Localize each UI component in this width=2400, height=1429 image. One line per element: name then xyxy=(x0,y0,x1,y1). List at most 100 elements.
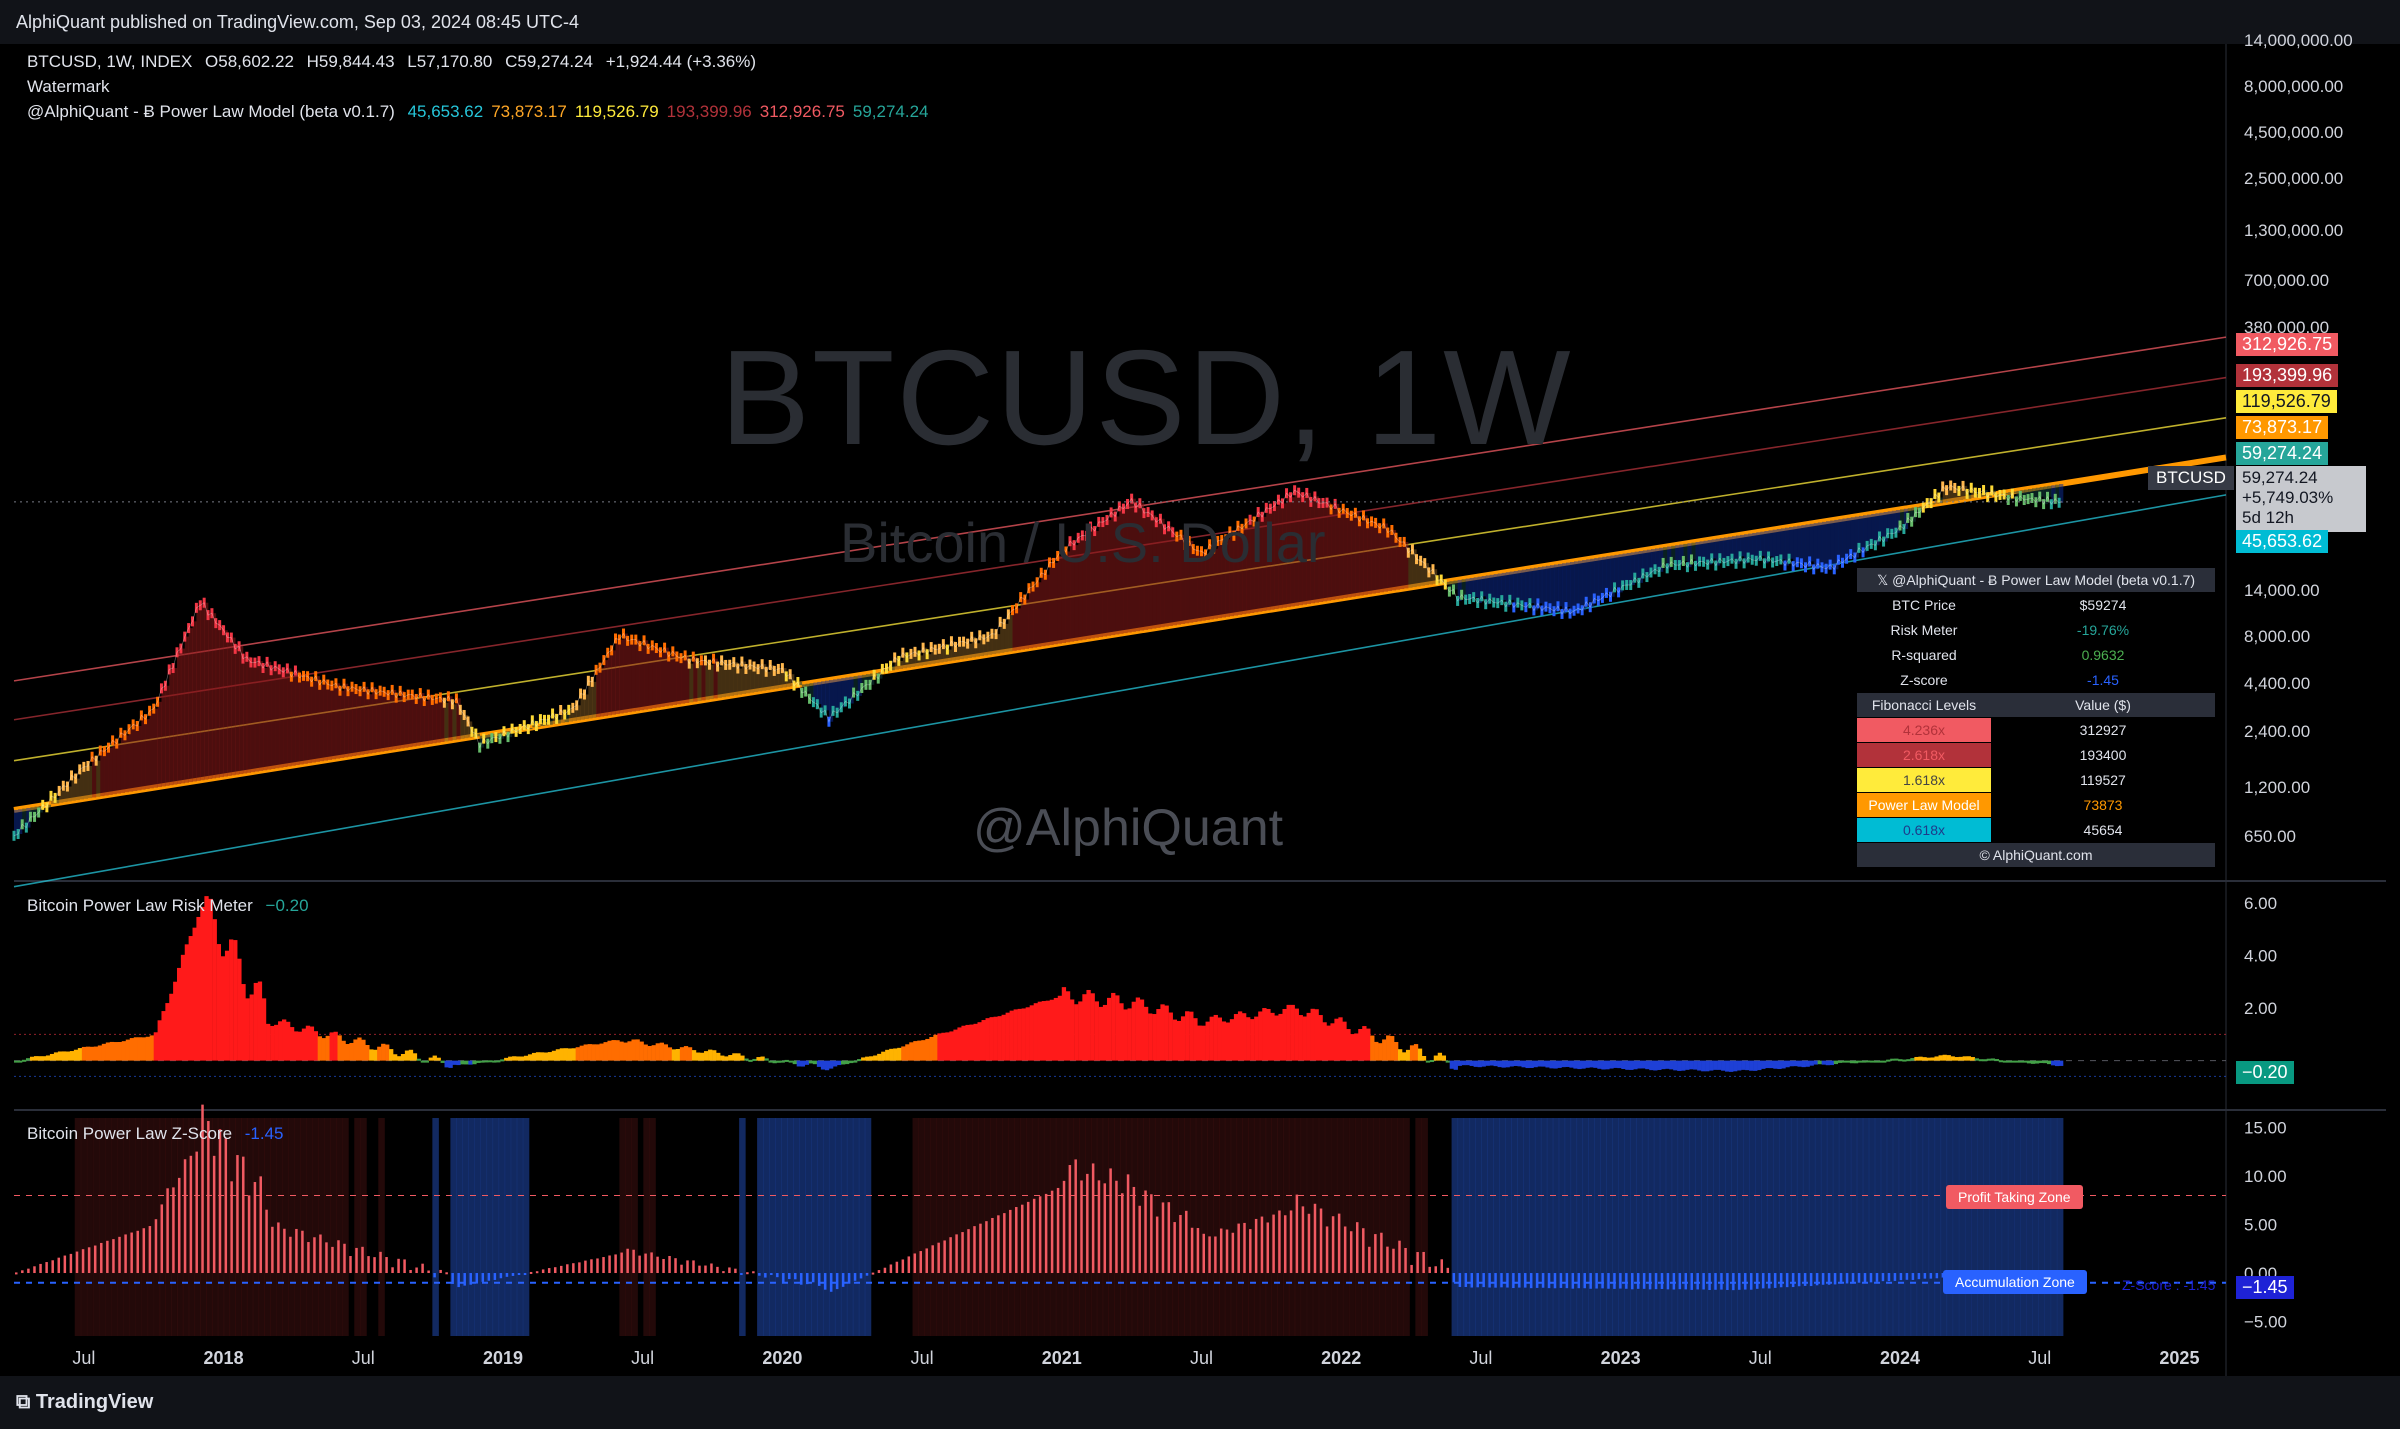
risk-bar xyxy=(2026,1060,2032,1064)
fill-segment xyxy=(295,670,300,766)
zscore-bar xyxy=(1319,1208,1323,1274)
fill-segment xyxy=(1094,531,1099,638)
zone-background xyxy=(1493,1118,1500,1336)
fill-segment xyxy=(1318,503,1324,602)
risk-bar xyxy=(728,1055,733,1061)
risk-bar xyxy=(740,1055,745,1061)
price-line xyxy=(13,485,2064,837)
zscore-bar xyxy=(1132,1186,1136,1274)
fill-segment xyxy=(1879,512,1884,537)
risk-bar xyxy=(752,1058,757,1061)
fill-segment xyxy=(1707,540,1712,565)
fill-segment xyxy=(1854,516,1860,558)
fill-segment xyxy=(894,657,899,670)
tv-brand-text: TradingView xyxy=(35,1391,154,1413)
time-axis-label: Jul xyxy=(2028,1348,2051,1368)
indicator-value: 119,526.79 xyxy=(574,102,659,121)
zone-background xyxy=(912,1118,920,1336)
risk-bar xyxy=(599,1043,604,1061)
zscore-bar xyxy=(57,1257,61,1274)
risk-bar xyxy=(861,1057,866,1061)
watermark-indicator-label[interactable]: Watermark xyxy=(27,77,110,96)
fill-segment xyxy=(1074,545,1079,642)
risk-bar xyxy=(1513,1060,1518,1066)
zone-background xyxy=(1737,1118,1744,1336)
fill-segment xyxy=(271,670,276,769)
risk-bar xyxy=(933,1034,938,1061)
fill-segment xyxy=(733,662,738,696)
risk-bar xyxy=(623,1042,628,1061)
risk-bar xyxy=(1461,1060,1466,1066)
risk-bar xyxy=(65,1051,71,1061)
zone-background xyxy=(1892,1118,1900,1336)
risk-bar xyxy=(885,1049,890,1061)
risk-bar xyxy=(137,1037,143,1061)
zscore-bar xyxy=(979,1223,982,1274)
zscore-bar xyxy=(1494,1273,1497,1288)
zscore-bar xyxy=(1155,1216,1159,1274)
fill-segment xyxy=(499,732,505,739)
fill-segment xyxy=(311,681,316,763)
zscore-bar xyxy=(463,1273,466,1286)
zscore-bar xyxy=(1642,1273,1646,1289)
fill-segment xyxy=(1000,621,1005,653)
zone-background xyxy=(1367,1118,1374,1336)
risk-bar xyxy=(357,1037,362,1061)
zone-background xyxy=(1348,1118,1356,1336)
indicator-legend[interactable]: @AlphiQuant - Ƀ Power Law Model (beta v0… xyxy=(27,102,937,122)
zscore-bar xyxy=(505,1273,509,1277)
risk-axis-label: 2.00 xyxy=(2244,999,2277,1018)
fill-segment xyxy=(611,650,616,715)
risk-bar xyxy=(1841,1060,1847,1063)
zscore-bar xyxy=(1524,1273,1527,1288)
fill-segment xyxy=(1561,563,1567,614)
zscore-bar xyxy=(698,1265,701,1274)
fill-segment xyxy=(853,676,858,693)
zscore-bar xyxy=(469,1273,472,1285)
risk-bar xyxy=(2046,1060,2052,1065)
fill-segment xyxy=(1416,559,1421,587)
fill-segment xyxy=(263,668,268,771)
zscore-bar xyxy=(967,1229,970,1274)
risk-bar xyxy=(1930,1057,1935,1061)
zscore-bar xyxy=(1374,1234,1377,1274)
fill-segment xyxy=(63,785,68,803)
risk-bar xyxy=(1878,1060,1883,1063)
fill-segment xyxy=(1298,492,1303,606)
risk-bar xyxy=(989,1017,994,1061)
zscore-bar xyxy=(572,1263,575,1274)
risk-meter-legend[interactable]: Bitcoin Power Law Risk Meter −0.20 xyxy=(27,896,309,916)
zone-background xyxy=(105,1118,112,1336)
risk-bar xyxy=(436,1057,441,1061)
risk-bar xyxy=(408,1049,414,1061)
risk-bar xyxy=(2014,1060,2020,1063)
zscore-bar xyxy=(33,1266,36,1274)
fill-segment xyxy=(1809,523,1814,562)
risk-bar xyxy=(125,1039,131,1061)
fill-segment xyxy=(1618,554,1623,593)
zscore-bar xyxy=(1272,1214,1275,1274)
fill-segment xyxy=(83,766,89,799)
risk-bar xyxy=(1401,1052,1407,1061)
zscore-legend[interactable]: Bitcoin Power Law Z-Score -1.45 xyxy=(27,1124,284,1144)
fill-segment xyxy=(1497,573,1502,604)
zscore-bar xyxy=(919,1251,923,1274)
zscore-axis-label: 5.00 xyxy=(2244,1216,2277,1235)
zscore-bar xyxy=(596,1258,599,1274)
risk-bar xyxy=(85,1046,91,1061)
fill-segment xyxy=(2043,486,2048,505)
fill-segment xyxy=(368,694,373,754)
risk-bar xyxy=(523,1055,529,1061)
fill-segment xyxy=(556,718,561,724)
zscore-bar xyxy=(1893,1273,1897,1281)
ohlc-legend[interactable]: BTCUSD, 1W, INDEX O58,602.22 H59,844.43 … xyxy=(27,52,764,72)
fill-segment xyxy=(1801,525,1806,564)
fill-segment xyxy=(1053,562,1058,645)
fill-segment xyxy=(1278,499,1283,609)
fill-segment xyxy=(1020,597,1025,650)
fill-segment xyxy=(242,658,248,774)
zscore-bar xyxy=(1464,1273,1468,1287)
fill-segment xyxy=(1610,555,1615,597)
risk-bar xyxy=(1886,1059,1891,1062)
